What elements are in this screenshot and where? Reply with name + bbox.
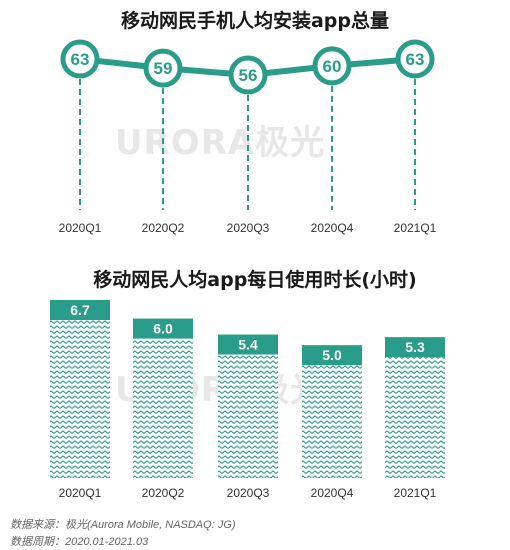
bar xyxy=(302,345,362,478)
x-tick-label: 2020Q2 xyxy=(142,486,185,500)
bar xyxy=(133,318,193,478)
data-point xyxy=(312,46,352,86)
bar-value-label: 5.3 xyxy=(405,339,425,355)
usage-time-bar-chart: 6.7 2020Q1 6.0 2020Q2 5.4 2020Q3 5.0 2020Q4 5.3 2… xyxy=(50,300,445,500)
data-label: 59 xyxy=(154,59,173,78)
watermark-logo: URORA极光 xyxy=(115,123,326,163)
bar-value-cap xyxy=(218,334,278,355)
bar xyxy=(50,300,110,478)
data-period-note: 数据周期：2020.01-2021.03 xyxy=(10,536,149,548)
data-point xyxy=(395,39,435,79)
x-tick-label: 2020Q3 xyxy=(227,221,270,235)
bar-value-cap xyxy=(50,300,110,320)
data-point xyxy=(143,48,183,88)
chart2-title: 移动网民人均app每日使用时长(小时) xyxy=(93,269,417,291)
x-tick-label: 2020Q2 xyxy=(142,221,185,235)
x-tick-label: 2020Q4 xyxy=(311,221,354,235)
install-count-line-chart: 63 2020Q1 59 2020Q2 56 2020Q3 60 2020Q4 63 2021Q1 xyxy=(59,39,437,235)
data-source-note: 数据来源：极光(Aurora Mobile, NASDAQ: JG) xyxy=(10,519,236,531)
data-label: 56 xyxy=(239,66,258,85)
bar-value-label: 6.7 xyxy=(70,302,90,318)
x-tick-label: 2020Q3 xyxy=(227,486,270,500)
bar-value-label: 5.0 xyxy=(322,347,342,363)
bar-value-cap xyxy=(133,318,193,339)
data-label: 60 xyxy=(323,57,342,76)
x-tick-label: 2021Q1 xyxy=(394,221,437,235)
data-label: 63 xyxy=(71,50,90,69)
bar-value-cap xyxy=(385,337,445,358)
chart1-title: 移动网民手机人均安装app总量 xyxy=(120,10,390,32)
data-point xyxy=(228,55,268,95)
bar xyxy=(385,337,445,478)
data-point xyxy=(60,39,100,79)
x-tick-label: 2020Q1 xyxy=(59,486,102,500)
x-tick-label: 2021Q1 xyxy=(394,486,437,500)
data-label: 63 xyxy=(406,50,425,69)
x-tick-label: 2020Q4 xyxy=(311,486,354,500)
bar-value-label: 6.0 xyxy=(153,321,173,337)
bar xyxy=(218,334,278,478)
bar-value-label: 5.4 xyxy=(238,337,258,353)
x-tick-label: 2020Q1 xyxy=(59,221,102,235)
bar-value-cap xyxy=(302,345,362,366)
